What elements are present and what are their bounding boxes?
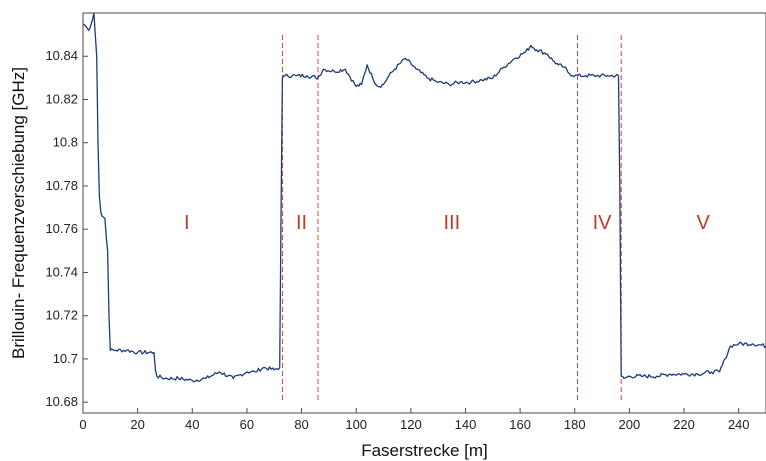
y-tick-label: 10.78 <box>45 178 78 193</box>
y-tick-label: 10.82 <box>45 91 78 106</box>
x-tick-label: 220 <box>673 417 695 432</box>
region-labels: I II III IV V <box>184 212 710 234</box>
y-tick-label: 10.68 <box>45 394 78 409</box>
x-tick-label: 20 <box>130 417 144 432</box>
region-label: I <box>184 212 190 234</box>
x-tick-label: 160 <box>509 417 531 432</box>
series-line <box>82 12 766 383</box>
y-tick-label: 10.7 <box>53 351 78 366</box>
y-tick-label: 10.74 <box>45 264 78 279</box>
data-series <box>82 12 766 383</box>
x-tick-label: 100 <box>345 417 367 432</box>
y-axis: 10.68 10.7 10.72 10.74 10.76 10.78 10.8 10.82 10… <box>45 48 88 409</box>
x-tick-label: 140 <box>455 417 477 432</box>
x-tick-label: 40 <box>185 417 199 432</box>
plot-area <box>83 13 766 413</box>
x-axis: 0 20 40 60 80 100 120 140 160 180 200 220 240 <box>79 408 750 432</box>
x-tick-label: 60 <box>240 417 254 432</box>
x-tick-label: 120 <box>400 417 422 432</box>
plot-frame <box>82 12 766 414</box>
x-tick-label: 80 <box>294 417 308 432</box>
x-tick-label: 180 <box>564 417 586 432</box>
x-tick-label: 200 <box>619 417 641 432</box>
y-axis-label: Brillouin- Frequenzverschiebung [GHz] <box>9 67 28 359</box>
x-tick-label: 240 <box>728 417 750 432</box>
y-tick-label: 10.72 <box>45 308 78 323</box>
y-tick-label: 10.8 <box>53 135 78 150</box>
region-label: IV <box>593 212 613 234</box>
y-tick-label: 10.76 <box>45 221 78 236</box>
region-label: III <box>443 212 460 234</box>
region-label: V <box>696 212 710 234</box>
x-tick-label: 0 <box>79 417 86 432</box>
region-label: II <box>296 212 307 234</box>
y-tick-label: 10.84 <box>45 48 78 63</box>
x-axis-label: Faserstrecke [m] <box>361 441 488 460</box>
